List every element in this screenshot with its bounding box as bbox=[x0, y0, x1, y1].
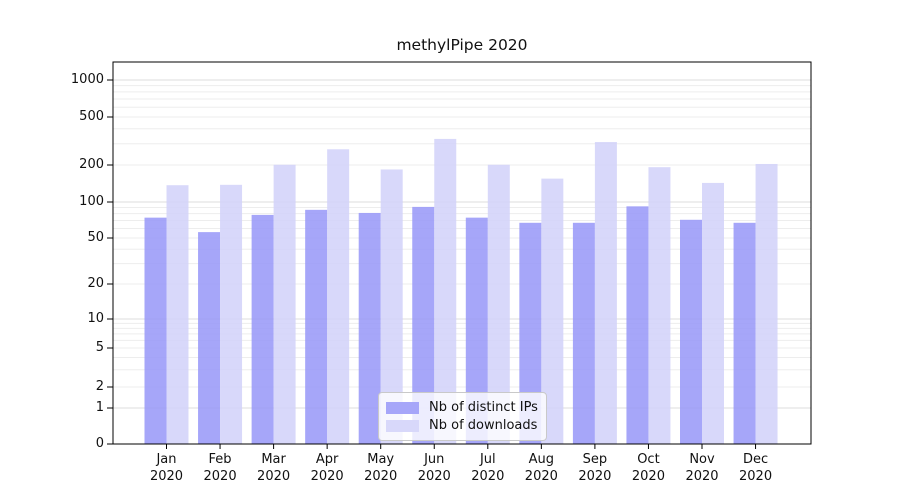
bar-downloads-apr bbox=[327, 149, 350, 444]
y-tick-label-500: 500 bbox=[79, 109, 104, 124]
x-tick-month: Aug bbox=[528, 452, 555, 467]
x-tick-label-nov: Nov 2020 bbox=[672, 451, 732, 485]
y-tick-label-1000: 1000 bbox=[70, 72, 104, 87]
x-tick-year: 2020 bbox=[417, 469, 451, 484]
x-tick-label-jul: Jul 2020 bbox=[458, 451, 518, 485]
x-tick-month: Feb bbox=[208, 452, 232, 467]
bar-downloads-nov bbox=[702, 182, 724, 444]
bar-downloads-dec bbox=[755, 163, 778, 444]
bar-downloads-sep bbox=[594, 142, 617, 444]
bar-downloads-jul bbox=[487, 164, 510, 445]
bar-distinct-ips-nov bbox=[680, 219, 702, 444]
x-tick-month: Jun bbox=[424, 452, 445, 467]
bar-distinct-ips-sep bbox=[572, 222, 595, 444]
bar-distinct-ips-aug bbox=[519, 222, 542, 444]
x-tick-year: 2020 bbox=[631, 469, 665, 484]
x-tick-year: 2020 bbox=[471, 469, 505, 484]
x-tick-year: 2020 bbox=[203, 469, 237, 484]
y-tick-label-20: 20 bbox=[87, 276, 104, 291]
legend-row-distinct-ips: Nb of distinct IPs bbox=[386, 399, 538, 416]
legend-label: Nb of distinct IPs bbox=[429, 400, 538, 415]
x-tick-year: 2020 bbox=[524, 469, 558, 484]
bar-distinct-ips-jul bbox=[465, 217, 488, 444]
x-tick-month: Apr bbox=[315, 452, 339, 467]
y-tick-label-10: 10 bbox=[87, 311, 104, 326]
legend-swatch-distinct-ips bbox=[386, 401, 419, 414]
bar-distinct-ips-jun bbox=[412, 206, 435, 444]
x-tick-month: Jan bbox=[156, 452, 177, 467]
x-tick-label-apr: Apr 2020 bbox=[297, 451, 357, 485]
x-tick-year: 2020 bbox=[310, 469, 344, 484]
bar-downloads-oct bbox=[648, 167, 671, 444]
x-tick-label-jan: Jan 2020 bbox=[137, 451, 197, 485]
y-tick-label-5: 5 bbox=[95, 340, 104, 355]
bar-distinct-ips-feb bbox=[198, 232, 221, 444]
x-tick-month: Mar bbox=[261, 452, 286, 467]
legend: Nb of distinct IPs Nb of downloads bbox=[378, 392, 547, 441]
x-tick-label-oct: Oct 2020 bbox=[618, 451, 678, 485]
legend-label: Nb of downloads bbox=[429, 418, 538, 433]
y-tick-label-100: 100 bbox=[79, 194, 104, 209]
bar-distinct-ips-jan bbox=[144, 217, 167, 444]
x-tick-year: 2020 bbox=[739, 469, 773, 484]
bar-downloads-aug bbox=[541, 178, 564, 444]
legend-swatch-downloads bbox=[386, 419, 419, 432]
x-tick-label-mar: Mar 2020 bbox=[244, 451, 304, 485]
y-tick-label-1: 1 bbox=[95, 400, 104, 415]
legend-row-downloads: Nb of downloads bbox=[386, 417, 538, 434]
axes-frame bbox=[112, 61, 812, 445]
x-tick-year: 2020 bbox=[364, 469, 398, 484]
bar-distinct-ips-may bbox=[358, 212, 381, 444]
x-tick-label-aug: Aug 2020 bbox=[511, 451, 571, 485]
bar-distinct-ips-apr bbox=[305, 209, 328, 444]
bar-downloads-feb bbox=[220, 184, 243, 444]
x-tick-label-feb: Feb 2020 bbox=[190, 451, 250, 485]
x-tick-year: 2020 bbox=[257, 469, 291, 484]
x-tick-month: Nov bbox=[689, 452, 715, 467]
x-tick-month: Oct bbox=[637, 452, 660, 467]
x-tick-label-may: May 2020 bbox=[351, 451, 411, 485]
x-tick-year: 2020 bbox=[578, 469, 612, 484]
bar-downloads-jun bbox=[434, 138, 457, 444]
bar-distinct-ips-oct bbox=[626, 206, 649, 444]
y-tick-label-2: 2 bbox=[95, 379, 104, 394]
x-tick-month: Sep bbox=[582, 452, 608, 467]
x-tick-month: Jul bbox=[479, 452, 496, 467]
chart-title: methylPipe 2020 bbox=[396, 36, 528, 54]
y-tick-label-200: 200 bbox=[79, 157, 104, 172]
y-tick-label-0: 0 bbox=[95, 436, 104, 451]
x-tick-label-jun: Jun 2020 bbox=[404, 451, 464, 485]
y-tick-label-50: 50 bbox=[87, 230, 104, 245]
x-tick-label-sep: Sep 2020 bbox=[565, 451, 625, 485]
bar-distinct-ips-mar bbox=[251, 214, 274, 444]
bar-downloads-may bbox=[380, 169, 403, 445]
x-tick-month: Dec bbox=[742, 452, 769, 467]
bar-downloads-jan bbox=[166, 185, 189, 444]
x-tick-year: 2020 bbox=[149, 469, 184, 484]
bar-downloads-mar bbox=[273, 164, 296, 445]
x-tick-month: May bbox=[367, 452, 395, 467]
x-tick-year: 2020 bbox=[685, 469, 719, 484]
x-tick-label-dec: Dec 2020 bbox=[726, 451, 786, 485]
bar-distinct-ips-dec bbox=[733, 222, 756, 444]
